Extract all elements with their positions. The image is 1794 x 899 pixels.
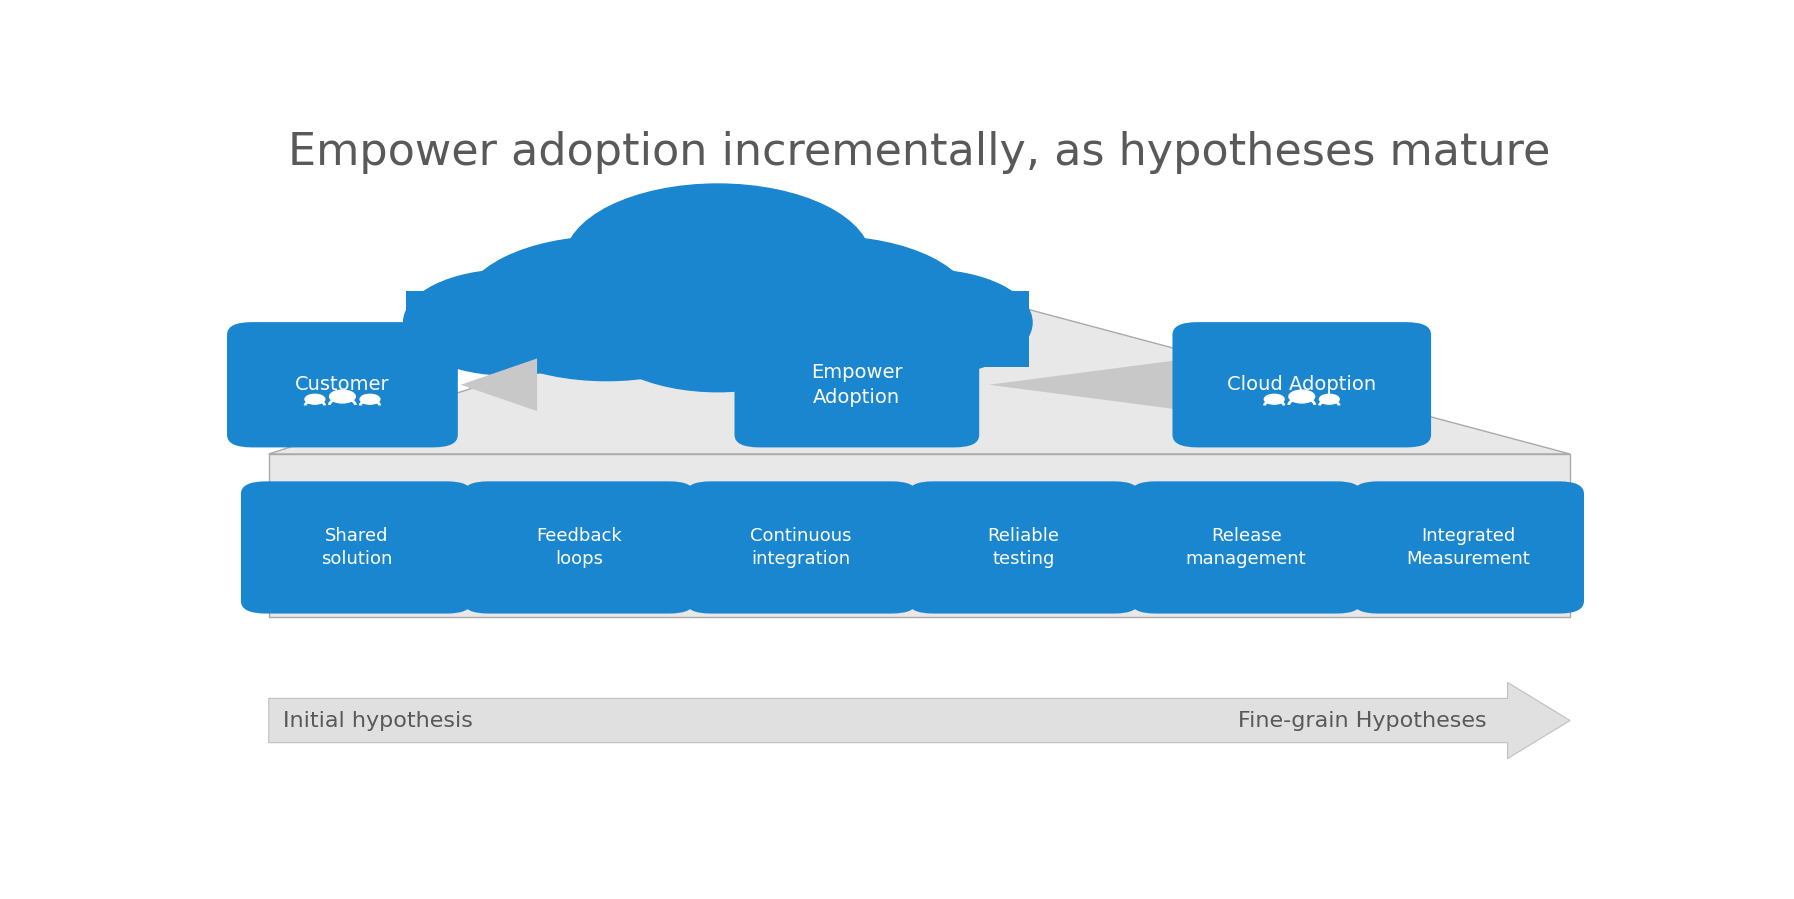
Polygon shape — [269, 263, 1570, 454]
Polygon shape — [988, 359, 1191, 411]
FancyBboxPatch shape — [1130, 481, 1362, 613]
FancyBboxPatch shape — [734, 322, 980, 448]
FancyBboxPatch shape — [463, 481, 694, 613]
FancyBboxPatch shape — [685, 481, 917, 613]
FancyBboxPatch shape — [240, 481, 472, 613]
Text: Continuous
integration: Continuous integration — [750, 527, 852, 568]
Circle shape — [463, 236, 752, 380]
Text: Cloud Adoption: Cloud Adoption — [1227, 375, 1376, 395]
Polygon shape — [461, 359, 536, 411]
Circle shape — [361, 395, 380, 405]
Text: Customer: Customer — [296, 375, 389, 395]
FancyBboxPatch shape — [269, 454, 1570, 617]
Circle shape — [404, 270, 615, 375]
FancyBboxPatch shape — [228, 322, 457, 448]
FancyBboxPatch shape — [407, 290, 1030, 367]
Text: Empower adoption incrementally, as hypotheses mature: Empower adoption incrementally, as hypot… — [289, 131, 1550, 174]
Text: Integrated
Measurement: Integrated Measurement — [1406, 527, 1530, 568]
Circle shape — [565, 184, 870, 336]
Text: Initial hypothesis: Initial hypothesis — [283, 710, 472, 731]
FancyBboxPatch shape — [1353, 481, 1584, 613]
Text: Empower
Adoption: Empower Adoption — [811, 363, 902, 406]
FancyBboxPatch shape — [908, 481, 1139, 613]
Circle shape — [592, 267, 843, 392]
Circle shape — [1288, 390, 1315, 403]
Circle shape — [1265, 395, 1285, 405]
Circle shape — [330, 390, 355, 403]
Text: Release
management: Release management — [1186, 527, 1306, 568]
Circle shape — [685, 236, 974, 380]
Circle shape — [1319, 395, 1338, 405]
FancyBboxPatch shape — [1173, 322, 1432, 448]
Circle shape — [305, 395, 325, 405]
Circle shape — [820, 270, 1032, 375]
Text: Reliable
testing: Reliable testing — [988, 527, 1060, 568]
Polygon shape — [269, 682, 1570, 759]
Text: Feedback
loops: Feedback loops — [536, 527, 623, 568]
Text: Fine-grain Hypotheses: Fine-grain Hypotheses — [1238, 710, 1487, 731]
Text: Shared
solution: Shared solution — [321, 527, 393, 568]
